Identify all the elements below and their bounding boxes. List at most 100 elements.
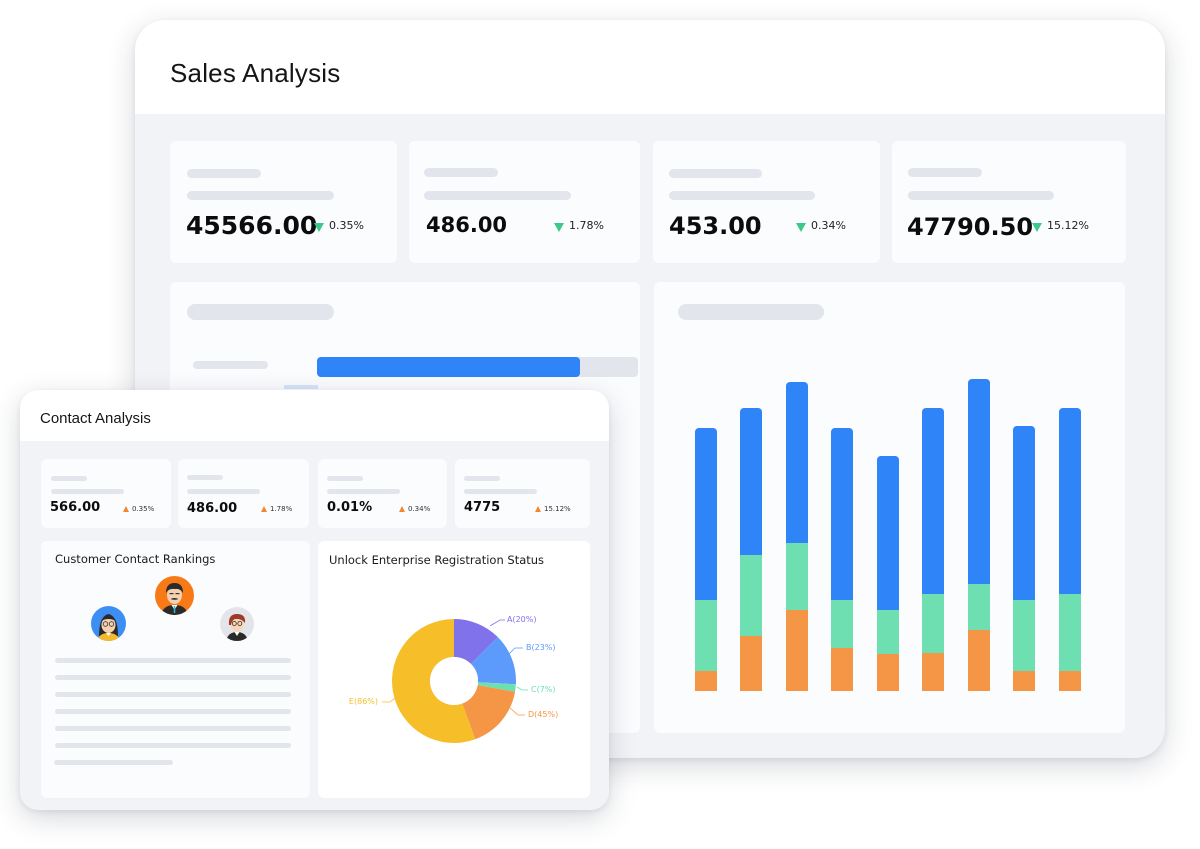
skeleton-line — [464, 476, 500, 481]
bar-segment-green — [877, 610, 899, 654]
bar-segment-blue — [877, 456, 899, 610]
woman-avatar-icon — [97, 614, 120, 641]
skeleton-line — [424, 191, 571, 200]
donut-slice-C[interactable] — [477, 682, 516, 692]
skeleton-line — [908, 191, 1054, 200]
stat-delta: 0.34% — [796, 219, 846, 232]
avatar[interactable] — [91, 606, 126, 641]
stat-card[interactable]: 453.00 0.34% — [653, 141, 880, 263]
stat-delta: 15.12% — [1032, 219, 1089, 232]
contact-title: Contact Analysis — [40, 410, 151, 427]
bar-column[interactable] — [968, 379, 990, 691]
stat-card[interactable]: 486.00 1.78% — [409, 141, 640, 263]
slice-label: C(7%) — [531, 685, 556, 694]
contact-window-header: Contact Analysis — [20, 390, 609, 441]
delta-text: 0.34% — [811, 219, 846, 232]
skeleton-line — [327, 476, 363, 481]
contact-analysis-window: Contact Analysis 566.00 0.35% 486.00 1.7… — [20, 390, 609, 810]
trend-down-icon — [554, 222, 564, 232]
trend-up-icon — [123, 506, 129, 512]
stat-delta: 0.35% — [123, 505, 154, 513]
list-item-placeholder — [55, 658, 291, 663]
man-avatar-icon — [161, 583, 188, 615]
donut-slice-A[interactable] — [454, 619, 498, 665]
bar-column[interactable] — [922, 408, 944, 691]
skeleton-line — [187, 169, 261, 178]
stat-value: 566.00 — [50, 500, 101, 515]
bar-segment-green — [1059, 594, 1081, 671]
bar-segment-green — [922, 594, 944, 653]
bar-segment-orange — [922, 653, 944, 691]
bar-column[interactable] — [1013, 426, 1035, 691]
skeleton-line — [51, 476, 87, 481]
bar-segment-blue — [922, 408, 944, 594]
bar-segment-blue — [695, 428, 717, 600]
label-leader-line — [509, 707, 525, 716]
bar-segment-orange — [831, 648, 853, 691]
bar-column[interactable] — [695, 428, 717, 691]
bar-segment-green — [786, 543, 808, 610]
delta-text: 15.12% — [1047, 219, 1089, 232]
stat-card[interactable]: 47790.50 15.12% — [892, 141, 1126, 263]
bar-segment-orange — [786, 610, 808, 691]
stat-value: 486.00 — [187, 501, 238, 516]
list-item-placeholder — [55, 726, 291, 731]
trend-down-icon — [314, 222, 324, 232]
bar-column[interactable] — [877, 456, 899, 691]
page-title: Sales Analysis — [170, 58, 341, 88]
stat-value: 47790.50 — [907, 213, 1034, 241]
contact-stat-card[interactable]: 566.00 0.35% — [41, 459, 171, 528]
stat-delta: 1.78% — [554, 219, 604, 232]
delta-text: 0.35% — [329, 219, 364, 232]
stat-card[interactable]: 45566.00 0.35% — [170, 141, 397, 263]
donut-slice-B[interactable] — [470, 637, 516, 685]
bar-segment-blue — [1013, 426, 1035, 600]
list-item-placeholder — [55, 692, 291, 697]
skeleton-line — [187, 191, 334, 200]
bar-column[interactable] — [786, 382, 808, 691]
bar-segment-blue — [740, 408, 762, 555]
trend-up-icon — [261, 506, 267, 512]
slice-label: A(20%) — [507, 615, 537, 624]
skeleton-title — [187, 304, 334, 320]
avatar[interactable] — [220, 607, 254, 641]
label-leader-line — [382, 695, 399, 703]
delta-text: 0.35% — [132, 505, 155, 513]
skeleton-label — [193, 361, 268, 369]
stat-value: 45566.00 — [186, 211, 318, 240]
delta-text: 0.34% — [408, 505, 431, 513]
skeleton-line — [187, 489, 260, 494]
bar-segment-green — [695, 600, 717, 671]
bar-segment-orange — [1059, 671, 1081, 691]
donut-slice-D[interactable] — [462, 685, 516, 740]
label-leader-line — [507, 647, 523, 656]
list-item-placeholder — [55, 709, 291, 714]
stat-delta: 15.12% — [535, 505, 571, 513]
skeleton-title — [678, 304, 824, 320]
label-leader-line — [516, 686, 528, 691]
skeleton-line — [187, 475, 223, 480]
progress-caption-placeholder — [284, 385, 318, 389]
stat-value: 0.01% — [327, 500, 373, 515]
stat-value: 453.00 — [669, 212, 762, 240]
bar-segment-blue — [831, 428, 853, 600]
donut-slice-E[interactable] — [392, 619, 476, 743]
trend-down-icon — [1032, 222, 1042, 232]
delta-text: 15.12% — [544, 505, 571, 513]
contact-stat-card[interactable]: 4775 15.12% — [455, 459, 590, 528]
contact-stat-card[interactable]: 0.01% 0.34% — [318, 459, 447, 528]
stat-value: 486.00 — [426, 213, 508, 237]
bar-column[interactable] — [831, 428, 853, 691]
progress-fill — [317, 357, 580, 377]
bar-segment-blue — [1059, 408, 1081, 594]
stat-delta: 0.35% — [314, 219, 364, 232]
bar-segment-blue — [786, 382, 808, 543]
bar-column[interactable] — [1059, 408, 1081, 691]
contact-stat-card[interactable]: 486.00 1.78% — [178, 459, 309, 528]
label-leader-line — [489, 619, 505, 627]
delta-text: 1.78% — [569, 219, 604, 232]
bar-column[interactable] — [740, 408, 762, 691]
bar-segment-green — [740, 555, 762, 636]
avatar[interactable] — [155, 576, 194, 615]
skeleton-line — [424, 168, 498, 177]
